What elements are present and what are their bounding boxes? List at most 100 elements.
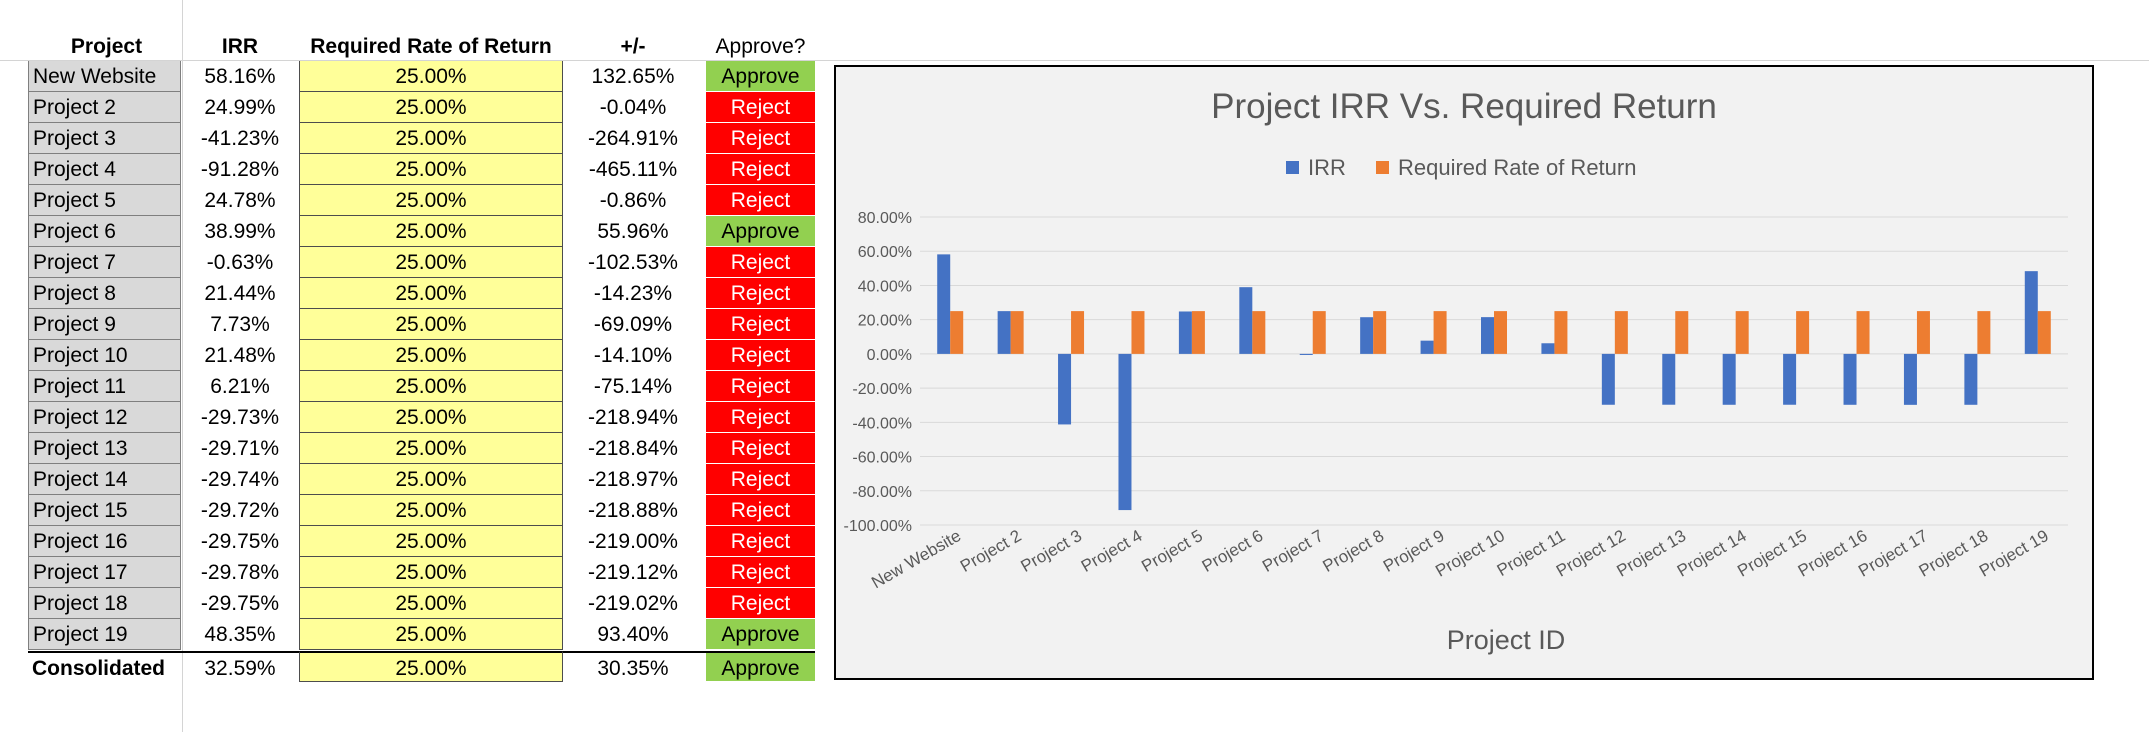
required-return-cell[interactable]: 25.00% (299, 123, 563, 154)
required-return-cell[interactable]: 25.00% (299, 495, 563, 526)
required-return-bar[interactable] (1131, 311, 1145, 354)
header-difference[interactable]: +/- (620, 35, 646, 58)
required-return-bar[interactable] (1856, 311, 1870, 354)
required-return-cell[interactable]: 25.00% (299, 61, 563, 92)
irr-cell[interactable]: -29.72% (200, 499, 280, 522)
required-return-cell[interactable]: 25.00% (299, 309, 563, 340)
decision-cell[interactable]: Approve (706, 651, 815, 682)
required-return-cell[interactable]: 25.00% (299, 651, 563, 682)
difference-cell[interactable]: -219.00% (588, 530, 678, 553)
header-irr[interactable]: IRR (221, 35, 259, 58)
irr-cell[interactable]: -29.75% (200, 530, 280, 553)
irr-bar[interactable] (1360, 317, 1374, 354)
required-return-cell[interactable]: 25.00% (299, 619, 563, 650)
required-return-bar[interactable] (2037, 311, 2051, 354)
irr-bar[interactable] (1541, 343, 1555, 354)
irr-cell[interactable]: -91.28% (200, 158, 280, 181)
decision-cell[interactable]: Reject (706, 526, 815, 557)
header-project[interactable]: Project (70, 35, 143, 58)
decision-cell[interactable]: Reject (706, 123, 815, 154)
difference-cell[interactable]: -0.86% (599, 189, 667, 212)
required-return-bar[interactable] (1796, 311, 1810, 354)
difference-cell[interactable]: -75.14% (593, 375, 673, 398)
irr-cell[interactable]: -29.78% (200, 561, 280, 584)
irr-bar[interactable] (1903, 353, 1917, 405)
required-return-cell[interactable]: 25.00% (299, 92, 563, 123)
irr-bar[interactable] (1783, 353, 1797, 405)
irr-cell[interactable]: -0.63% (206, 251, 274, 274)
project-cell[interactable]: Project 13 (28, 433, 181, 464)
required-return-cell[interactable]: 25.00% (299, 185, 563, 216)
project-cell[interactable]: Project 3 (28, 123, 181, 154)
decision-cell[interactable]: Reject (706, 464, 815, 495)
irr-bar[interactable] (1058, 353, 1072, 425)
required-return-cell[interactable]: 25.00% (299, 154, 563, 185)
decision-cell[interactable]: Reject (706, 309, 815, 340)
required-return-bar[interactable] (1433, 311, 1447, 354)
decision-cell[interactable]: Reject (706, 278, 815, 309)
decision-cell[interactable]: Reject (706, 247, 815, 278)
irr-bar[interactable] (1722, 353, 1736, 405)
decision-cell[interactable]: Reject (706, 557, 815, 588)
irr-bar[interactable] (1481, 317, 1494, 354)
decision-cell[interactable]: Reject (706, 371, 815, 402)
required-return-cell[interactable]: 25.00% (299, 340, 563, 371)
project-cell[interactable]: New Website (28, 61, 181, 92)
required-return-cell[interactable]: 25.00% (299, 247, 563, 278)
irr-cell[interactable]: 24.78% (204, 189, 276, 212)
irr-bar[interactable] (997, 311, 1011, 354)
irr-cell[interactable]: 48.35% (204, 623, 276, 646)
required-return-cell[interactable]: 25.00% (299, 557, 563, 588)
required-return-bar[interactable] (1554, 311, 1568, 354)
required-return-bar[interactable] (1071, 311, 1085, 354)
irr-cell[interactable]: 58.16% (204, 65, 276, 88)
project-cell[interactable]: Project 15 (28, 495, 181, 526)
required-return-bar[interactable] (1494, 311, 1507, 354)
difference-cell[interactable]: -102.53% (588, 251, 678, 274)
irr-cell[interactable]: 38.99% (204, 220, 276, 243)
decision-cell[interactable]: Approve (706, 61, 815, 92)
irr-vs-required-return-chart[interactable]: Project IRR Vs. Required Return IRR Requi… (834, 65, 2094, 680)
difference-cell[interactable]: 132.65% (591, 65, 675, 88)
decision-cell[interactable]: Reject (706, 185, 815, 216)
project-cell[interactable]: Project 11 (28, 371, 181, 402)
required-return-bar[interactable] (1312, 311, 1326, 354)
difference-cell[interactable]: -218.94% (588, 406, 678, 429)
required-return-bar[interactable] (1191, 311, 1205, 354)
irr-bar[interactable] (937, 254, 951, 354)
required-return-bar[interactable] (1675, 311, 1689, 354)
required-return-bar[interactable] (1614, 311, 1628, 354)
difference-cell[interactable]: 93.40% (597, 623, 669, 646)
project-cell[interactable]: Project 18 (28, 588, 181, 619)
irr-bar[interactable] (1601, 353, 1615, 405)
required-return-cell[interactable]: 25.00% (299, 588, 563, 619)
irr-bar[interactable] (1662, 353, 1676, 405)
decision-cell[interactable]: Reject (706, 402, 815, 433)
difference-cell[interactable]: -218.97% (588, 468, 678, 491)
decision-cell[interactable]: Reject (706, 588, 815, 619)
required-return-cell[interactable]: 25.00% (299, 526, 563, 557)
project-cell[interactable]: Project 6 (28, 216, 181, 247)
irr-cell[interactable]: -41.23% (200, 127, 280, 150)
required-return-cell[interactable]: 25.00% (299, 371, 563, 402)
difference-cell[interactable]: -69.09% (593, 313, 673, 336)
irr-bar[interactable] (1843, 353, 1857, 405)
required-return-cell[interactable]: 25.00% (299, 278, 563, 309)
decision-cell[interactable]: Reject (706, 433, 815, 464)
required-return-cell[interactable]: 25.00% (299, 433, 563, 464)
required-return-cell[interactable]: 25.00% (299, 464, 563, 495)
project-cell[interactable]: Project 7 (28, 247, 181, 278)
difference-cell[interactable]: -0.04% (599, 96, 667, 119)
difference-cell[interactable]: -264.91% (588, 127, 678, 150)
required-return-bar[interactable] (1252, 311, 1266, 354)
project-cell[interactable]: Project 8 (28, 278, 181, 309)
required-return-bar[interactable] (1735, 311, 1749, 354)
irr-cell[interactable]: -29.73% (200, 406, 280, 429)
irr-cell[interactable]: 24.99% (204, 96, 276, 119)
difference-cell[interactable]: -218.84% (588, 437, 678, 460)
difference-cell[interactable]: -218.88% (588, 499, 678, 522)
difference-cell[interactable]: 55.96% (597, 220, 669, 243)
project-cell[interactable]: Project 10 (28, 340, 181, 371)
required-return-cell[interactable]: 25.00% (299, 402, 563, 433)
project-cell[interactable]: Project 5 (28, 185, 181, 216)
